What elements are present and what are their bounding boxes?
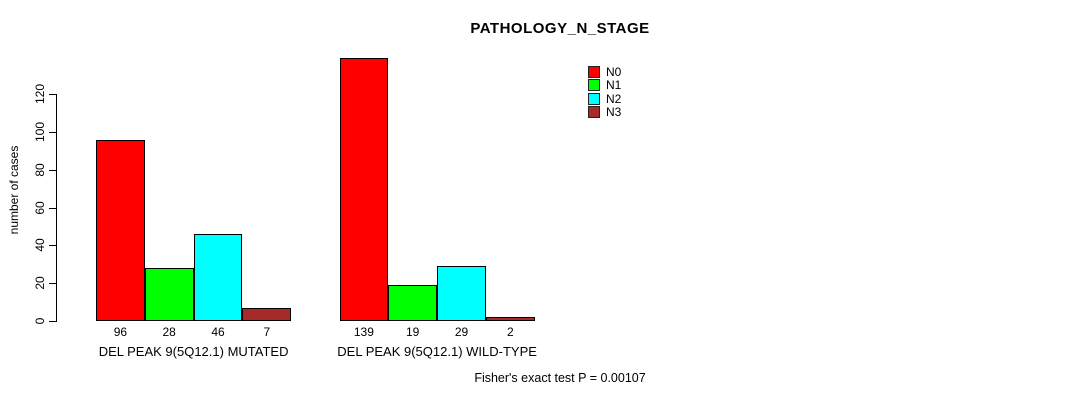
y-axis-tick-label: 20 <box>33 276 47 290</box>
group-label-1: DEL PEAK 9(5Q12.1) MUTATED <box>98 344 289 359</box>
bar-n3-group2 <box>485 317 535 321</box>
y-axis-tick <box>49 169 56 171</box>
y-axis-tick-label: 40 <box>33 238 47 253</box>
bar-n0-group2 <box>339 58 389 321</box>
bar-value-label: 96 <box>113 325 128 339</box>
y-axis-label: number of cases <box>7 145 21 235</box>
fisher-test-annotation: Fisher's exact test P = 0.00107 <box>474 371 646 385</box>
bar-value-label: 28 <box>162 325 176 339</box>
y-axis-tick <box>49 245 56 247</box>
y-axis-tick <box>49 207 56 209</box>
legend-label-n3: N3 <box>606 105 622 120</box>
bar-n1-group2 <box>388 285 438 321</box>
legend-swatch-n2 <box>588 92 600 105</box>
bar-n3-group1 <box>242 307 292 321</box>
bar-value-label: 7 <box>263 325 271 339</box>
group-label-2: DEL PEAK 9(5Q12.1) WILD-TYPE <box>337 344 537 359</box>
legend-label-n1: N1 <box>606 78 622 93</box>
y-axis-tick-label: 100 <box>33 121 47 143</box>
bar-value-label: 2 <box>506 325 514 339</box>
bar-n1-group1 <box>144 268 194 321</box>
legend-swatch-n0 <box>588 66 600 78</box>
legend-swatch-n1 <box>588 79 600 92</box>
legend-swatch-n3 <box>588 106 600 119</box>
y-axis-line <box>56 94 57 322</box>
y-axis-tick-label: 0 <box>33 317 47 325</box>
y-axis-tick <box>49 94 56 96</box>
y-axis-tick-label: 80 <box>33 163 47 177</box>
chart-title: PATHOLOGY_N_STAGE <box>470 20 650 37</box>
legend-label-n0: N0 <box>606 65 622 79</box>
y-axis-tick-label: 120 <box>33 84 47 105</box>
bar-n2-group2 <box>437 266 486 321</box>
bar-value-label: 46 <box>211 325 225 339</box>
bar-n0-group1 <box>96 139 145 321</box>
legend-label-n2: N2 <box>606 91 622 106</box>
bar-value-label: 139 <box>353 325 374 339</box>
y-axis-tick <box>49 321 56 322</box>
y-axis-tick <box>49 283 56 285</box>
y-axis-tick-label: 60 <box>33 200 47 215</box>
y-axis-tick <box>49 132 56 133</box>
bar-value-label: 29 <box>454 325 469 339</box>
bar-value-label: 19 <box>406 325 420 339</box>
bar-n2-group1 <box>193 234 243 321</box>
